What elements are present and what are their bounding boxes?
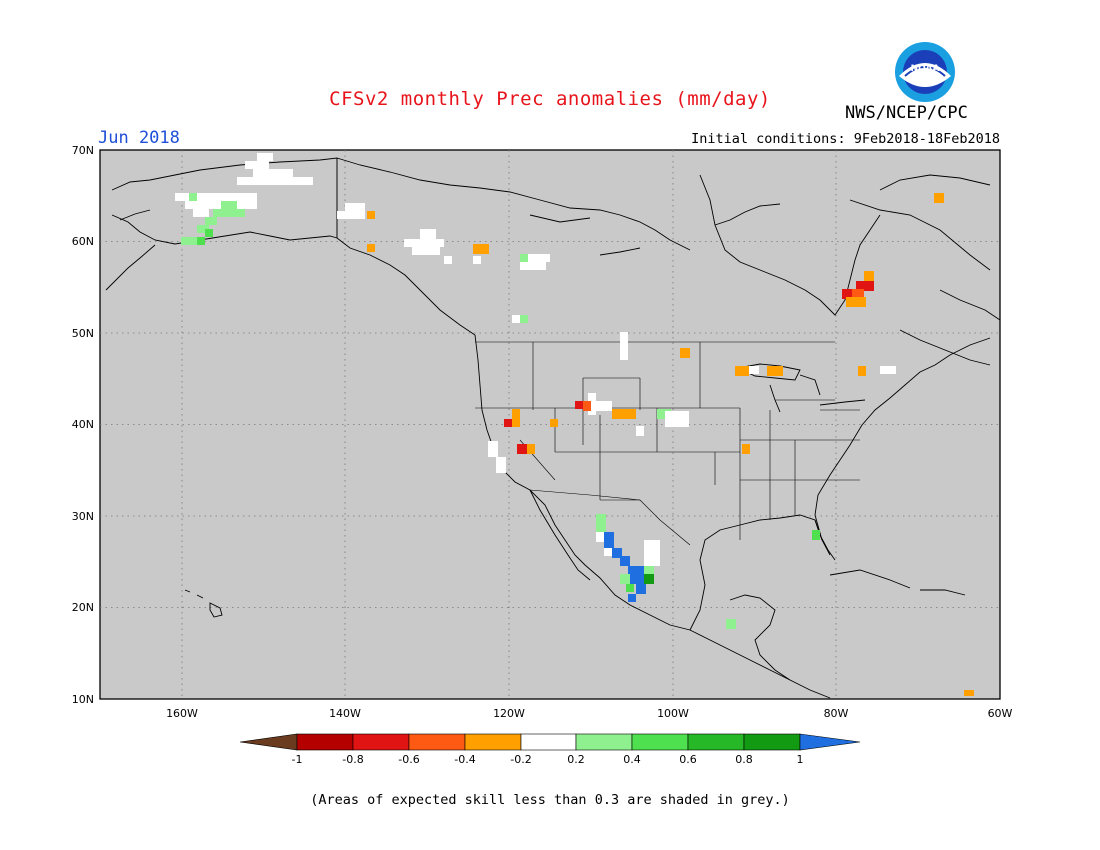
lon-label-140w: 140W bbox=[329, 707, 361, 720]
lon-label-100w: 100W bbox=[657, 707, 689, 720]
legend-label: 0.4 bbox=[623, 753, 641, 766]
logo-text: NOAA bbox=[911, 64, 940, 74]
political-borders bbox=[336, 158, 860, 546]
initial-conditions: Initial conditions: 9Feb2018-18Feb2018 bbox=[691, 131, 1000, 147]
lat-label-50n: 50N bbox=[72, 327, 94, 340]
legend-label: -0.2 bbox=[510, 753, 531, 766]
map-title: CFSv2 monthly Prec anomalies (mm/day) bbox=[329, 88, 771, 110]
forecast-month: Jun 2018 bbox=[98, 128, 180, 148]
lat-label-30n: 30N bbox=[72, 510, 94, 523]
legend-cell bbox=[464, 733, 522, 751]
legend-cell bbox=[631, 733, 689, 751]
lon-label-80w: 80W bbox=[824, 707, 849, 720]
lon-label-120w: 120W bbox=[493, 707, 525, 720]
legend-cell bbox=[687, 733, 745, 751]
legend-cell bbox=[743, 733, 801, 751]
legend-label: 0.2 bbox=[567, 753, 585, 766]
lat-label-40n: 40N bbox=[72, 418, 94, 431]
lon-label-60w: 60W bbox=[988, 707, 1013, 720]
legend-cell bbox=[575, 733, 633, 751]
agency-label: NWS/NCEP/CPC bbox=[845, 103, 968, 123]
graticule bbox=[100, 150, 1000, 699]
legend-cell bbox=[520, 733, 577, 751]
skill-footnote: (Areas of expected skill less than 0.3 a… bbox=[310, 792, 790, 808]
anomaly-cells bbox=[175, 153, 974, 696]
legend-label: -0.6 bbox=[398, 753, 419, 766]
legend-label: -0.8 bbox=[342, 753, 363, 766]
legend-label: 0.8 bbox=[735, 753, 753, 766]
legend-label: 1 bbox=[797, 753, 804, 766]
legend-arrow-wet bbox=[799, 733, 861, 751]
legend-label: -0.4 bbox=[454, 753, 475, 766]
legend-cell bbox=[296, 733, 354, 751]
lat-label-10n: 10N bbox=[72, 693, 94, 706]
lat-label-70n: 70N bbox=[72, 144, 94, 157]
lat-label-20n: 20N bbox=[72, 601, 94, 614]
lon-label-160w: 160W bbox=[166, 707, 198, 720]
latitude-labels: 70N 60N 50N 40N 30N 20N 10N bbox=[72, 144, 94, 706]
color-legend: -1 -0.8 -0.6 -0.4 -0.2 0.2 0.4 0.6 0.8 1 bbox=[239, 733, 861, 766]
longitude-labels: 160W 140W 120W 100W 80W 60W bbox=[166, 707, 1012, 720]
coastlines bbox=[105, 157, 1001, 699]
lat-label-60n: 60N bbox=[72, 235, 94, 248]
legend-arrow-dry bbox=[239, 733, 298, 751]
legend-label: -1 bbox=[292, 753, 303, 766]
legend-label: 0.6 bbox=[679, 753, 697, 766]
legend-cell bbox=[408, 733, 466, 751]
noaa-logo: NOAA bbox=[895, 42, 955, 102]
legend-cell bbox=[352, 733, 410, 751]
